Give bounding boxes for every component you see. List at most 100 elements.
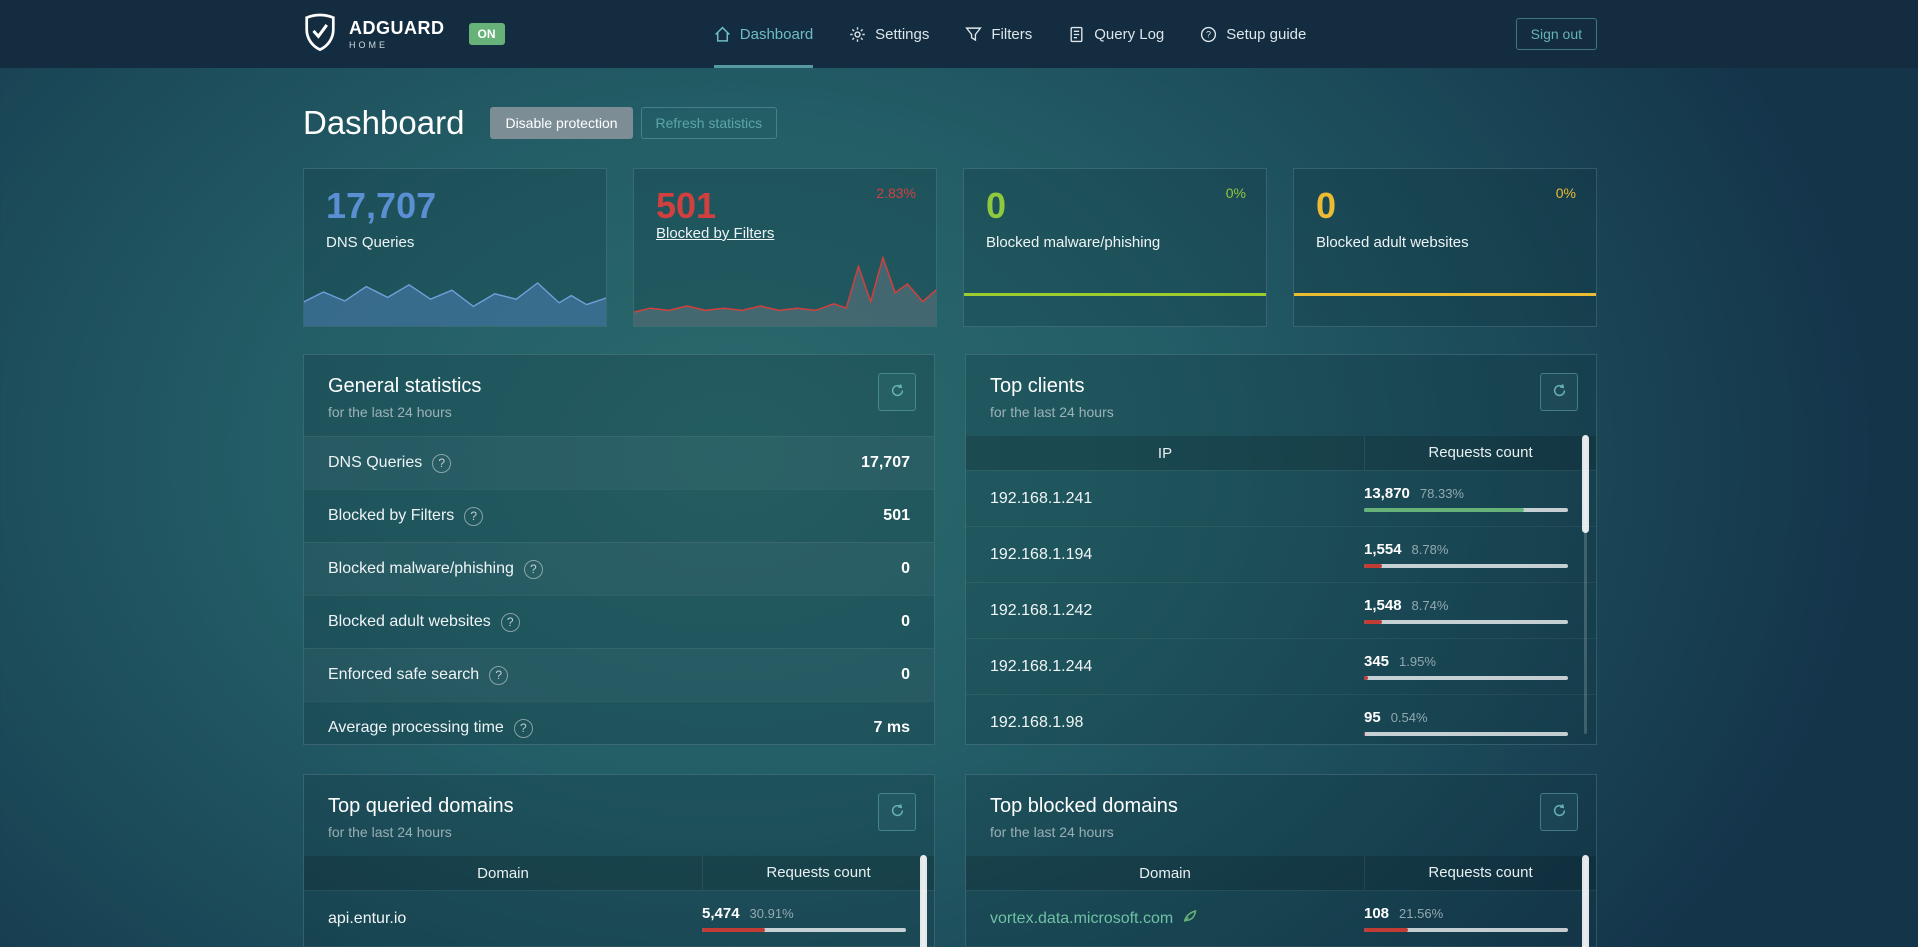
refresh-button[interactable] [878,793,916,831]
stat-row-value: 0 [901,560,910,577]
request-count: 1,548 [1364,597,1402,614]
main-nav: Dashboard Settings Filters Query Log ? S… [713,0,1306,68]
bottom-panels: Top queried domains for the last 24 hour… [303,774,1597,947]
stat-row-value: 17,707 [861,454,910,471]
scrollbar-thumb[interactable] [920,855,927,947]
brand-subtitle: HOME [349,39,388,50]
help-icon[interactable]: ? [432,453,452,473]
panel-title: Top clients [990,375,1085,397]
column-header-requests: Requests count [1364,856,1596,890]
queried-domain: api.entur.io [328,909,407,927]
client-ip: 192.168.1.241 [990,489,1093,507]
nav-setup-guide[interactable]: ? Setup guide [1200,0,1306,68]
panel-title: Top queried domains [328,795,514,817]
top-clients-panel: Top clients for the last 24 hours IP Req… [965,354,1597,745]
nav-settings[interactable]: Settings [849,0,929,68]
request-percent: 1.95% [1399,654,1436,669]
table-row: 192.168.1.241 13,870 78.33% [966,470,1596,526]
stat-card-blocked-adult: 0% 0 Blocked adult websites [1293,168,1597,327]
nav-label: Setup guide [1226,25,1307,43]
filter-funnel-icon [965,26,983,43]
dashboard-page: Dashboard Disable protection Refresh sta… [303,104,1597,947]
nav-label: Filters [991,25,1033,43]
panel-subtitle: for the last 24 hours [990,404,1114,420]
table-row: 192.168.1.242 1,548 8.74% [966,582,1596,638]
scrollbar-thumb[interactable] [1582,855,1589,947]
stat-card-blocked-malware: 0% 0 Blocked malware/phishing [963,168,1267,327]
unblock-icon[interactable] [1182,908,1198,929]
panel-subtitle: for the last 24 hours [328,404,452,420]
progress-bar [1364,732,1568,736]
stat-row-label: Enforced safe search [328,666,480,683]
progress-bar [1364,564,1568,568]
svg-text:?: ? [1206,29,1211,39]
refresh-icon [890,803,905,821]
top-navbar: ADGUARD HOME ON Dashboard Settings Filte… [0,0,1918,68]
table-row: 192.168.1.98 95 0.54% [966,694,1596,744]
nav-filters[interactable]: Filters [965,0,1032,68]
sign-out-button[interactable]: Sign out [1515,18,1597,50]
home-icon [714,26,731,43]
dns-queries-sparkline [304,256,606,326]
refresh-statistics-button[interactable]: Refresh statistics [640,107,778,139]
refresh-button[interactable] [1540,793,1578,831]
adguard-logo: ADGUARD HOME ON [303,0,505,68]
blocked-malware-flatline [964,293,1266,296]
blocked-adult-flatline [1294,293,1596,296]
panel-title: General statistics [328,375,482,397]
scrollbar-thumb[interactable] [1582,435,1589,533]
column-header-domain: Domain [1139,864,1191,882]
stat-card-blocked-filters: 2.83% 501 Blocked by Filters [633,168,937,327]
stat-row: Enforced safe search? 0 [304,648,934,701]
stat-row-label: Blocked adult websites [328,613,491,630]
refresh-button[interactable] [878,373,916,411]
request-count: 5,474 [702,905,740,922]
stat-row: Blocked by Filters? 501 [304,489,934,542]
top-queried-domains-panel: Top queried domains for the last 24 hour… [303,774,935,947]
stat-row-label: DNS Queries [328,454,423,471]
blocked-domain-link[interactable]: vortex.data.microsoft.com [990,909,1174,927]
middle-panels: General statistics for the last 24 hours… [303,354,1597,745]
stat-row-label: Average processing time [328,719,504,736]
request-percent: 8.74% [1411,598,1449,613]
disable-protection-button[interactable]: Disable protection [490,107,633,139]
brand-name: ADGUARD [349,17,445,38]
request-count: 95 [1364,709,1381,726]
refresh-button[interactable] [1540,373,1578,411]
page-title: Dashboard [303,104,465,141]
table-row: 192.168.1.194 1,554 8.78% [966,526,1596,582]
stat-row: Blocked malware/phishing? 0 [304,542,934,595]
stat-row-label: Blocked malware/phishing [328,560,514,577]
nav-dashboard[interactable]: Dashboard [713,0,814,68]
help-icon[interactable]: ? [523,559,543,579]
request-percent: 0.54% [1390,710,1428,725]
table-header: Domain Requests count [966,856,1596,890]
table-row: api.entur.io 5,474 30.91% [304,890,934,946]
document-icon [1068,26,1085,43]
blocked-filters-percent: 2.83% [876,185,916,201]
client-ip: 192.168.1.242 [990,601,1093,619]
stat-row: Average processing time? 7 ms [304,701,934,744]
general-statistics-panel: General statistics for the last 24 hours… [303,354,935,745]
help-icon[interactable]: ? [500,612,520,632]
blocked-filters-value: 501 [656,185,717,226]
request-count: 13,870 [1364,485,1410,502]
scrollbar-track[interactable] [1584,435,1587,734]
help-icon[interactable]: ? [464,506,484,526]
nav-query-log[interactable]: Query Log [1068,0,1164,68]
progress-bar [1364,676,1568,680]
blocked-filters-sparkline [634,240,936,326]
help-icon[interactable]: ? [513,718,533,738]
request-percent: 78.33% [1419,486,1464,501]
table-row: vortex.data.microsoft.com 108 21.56% [966,890,1596,946]
column-header-requests: Requests count [1364,436,1596,470]
panel-subtitle: for the last 24 hours [990,824,1114,840]
table-header: Domain Requests count [304,856,934,890]
stat-card-dns-queries: 17,707 DNS Queries [303,168,607,327]
blocked-filters-link[interactable]: Blocked by Filters [656,224,775,242]
progress-bar [1364,620,1568,624]
blocked-malware-percent: 0% [1225,185,1246,201]
help-circle-icon: ? [1200,26,1217,43]
top-blocked-domains-panel: Top blocked domains for the last 24 hour… [965,774,1597,947]
help-icon[interactable]: ? [489,665,509,685]
